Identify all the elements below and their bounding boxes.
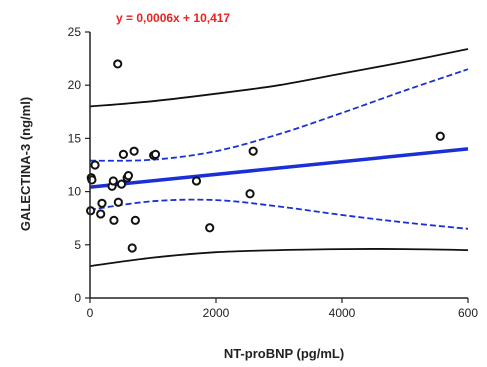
- y-tick-label: 0: [74, 291, 81, 305]
- y-axis-title: GALECTINA-3 (ng/ml): [18, 97, 33, 231]
- regression-equation: y = 0,0006x + 10,417: [116, 11, 230, 25]
- y-tick-label: 25: [68, 25, 82, 39]
- x-tick-label: 600: [458, 306, 478, 320]
- data-point: [110, 217, 117, 224]
- data-point: [110, 177, 117, 184]
- data-point: [115, 199, 122, 206]
- data-point: [250, 148, 257, 155]
- y-tick-label: 5: [74, 238, 81, 252]
- data-point: [246, 190, 253, 197]
- data-point: [132, 217, 139, 224]
- data-point: [152, 151, 159, 158]
- regression-line: [90, 149, 468, 187]
- data-point: [97, 210, 104, 217]
- data-point: [118, 181, 125, 188]
- x-axis-title: NT-proBNP (pg/mL): [224, 346, 344, 361]
- data-point: [193, 177, 200, 184]
- confidence-band-lower: [90, 200, 468, 229]
- x-tick-label: 4000: [329, 306, 356, 320]
- prediction-band-upper: [90, 49, 468, 107]
- data-point: [437, 133, 444, 140]
- data-point: [91, 161, 98, 168]
- data-point: [114, 60, 121, 67]
- data-point: [98, 200, 105, 207]
- data-point: [120, 151, 127, 158]
- data-point: [129, 244, 136, 251]
- y-tick-label: 15: [68, 131, 82, 145]
- data-point: [206, 224, 213, 231]
- data-point: [131, 148, 138, 155]
- x-tick-label: 0: [87, 306, 94, 320]
- y-tick-label: 20: [68, 78, 82, 92]
- prediction-band-lower: [90, 249, 468, 266]
- y-tick-label: 10: [68, 185, 82, 199]
- confidence-band-upper: [90, 69, 468, 161]
- band-lines: [90, 49, 468, 266]
- data-point: [125, 172, 132, 179]
- x-tick-label: 2000: [203, 306, 230, 320]
- regression-line-group: [90, 149, 468, 187]
